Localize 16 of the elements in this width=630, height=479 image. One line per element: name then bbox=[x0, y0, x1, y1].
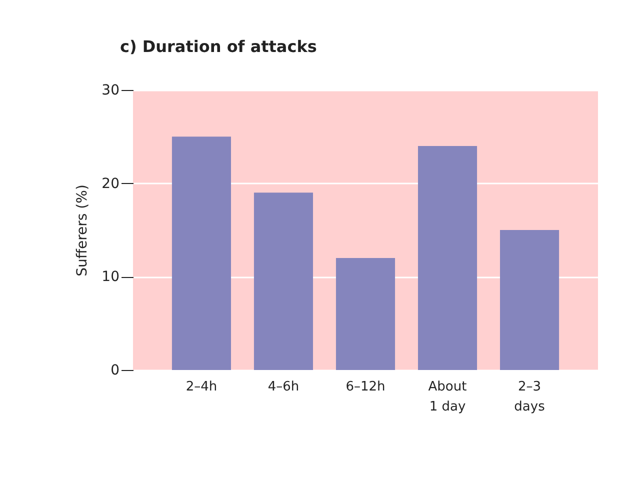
y-tick-label: 20 bbox=[102, 176, 120, 192]
chart-title: c) Duration of attacks bbox=[120, 37, 317, 56]
bar bbox=[172, 136, 232, 370]
bar bbox=[254, 192, 314, 370]
bar bbox=[336, 258, 396, 370]
y-tick-label: 0 bbox=[110, 362, 120, 378]
x-tick-label: 4–6h bbox=[268, 380, 300, 394]
x-tick-label: About 1 day bbox=[428, 380, 467, 414]
x-tick-label: 2–4h bbox=[186, 380, 218, 394]
y-tick-label: 10 bbox=[102, 269, 120, 286]
y-axis-title: Sufferers (%) bbox=[74, 184, 91, 276]
bar bbox=[418, 146, 478, 370]
x-tick-label: 2–3 days bbox=[514, 380, 546, 414]
bar bbox=[500, 230, 560, 370]
x-tick-label: 6–12h bbox=[346, 380, 386, 394]
y-tick-label: 30 bbox=[102, 82, 120, 98]
